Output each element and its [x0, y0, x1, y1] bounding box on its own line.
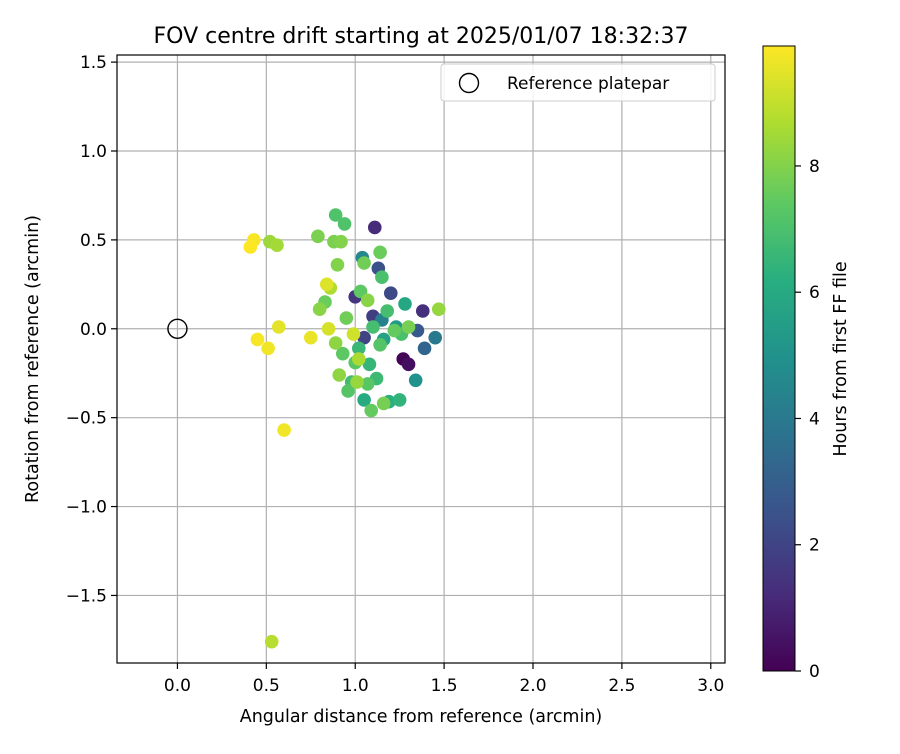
data-point — [271, 320, 286, 334]
reference-marker — [167, 318, 188, 339]
data-point — [330, 257, 345, 272]
data-point — [383, 286, 398, 301]
colorbar-gradient — [762, 45, 796, 672]
data-point — [373, 245, 387, 260]
data-point — [360, 293, 375, 308]
data-point — [398, 297, 412, 311]
data-point — [373, 337, 387, 352]
data-point — [328, 336, 343, 350]
data-point — [408, 373, 423, 388]
data-point — [357, 393, 371, 407]
x-tick-label: 3.0 — [697, 676, 724, 696]
y-tick-label: 1.0 — [80, 142, 107, 162]
data-point — [277, 423, 291, 437]
data-point — [376, 396, 391, 411]
y-tick-label: 0.5 — [80, 231, 107, 251]
y-axis-label: Rotation from reference (arcmin) — [23, 215, 43, 503]
plot-frame — [116, 54, 726, 664]
colorbar-tick-label: 0 — [809, 662, 820, 682]
data-point — [335, 346, 350, 361]
x-tick-label: 1.5 — [431, 676, 458, 696]
y-tick-label: 0.0 — [80, 320, 107, 340]
data-point — [270, 238, 284, 253]
data-point — [401, 357, 416, 372]
x-axis-label: Angular distance from reference (arcmin) — [240, 707, 603, 727]
x-tick-label: 0.0 — [164, 676, 191, 696]
data-point — [341, 384, 355, 398]
y-tick-label: −1.0 — [66, 498, 107, 518]
data-point — [350, 375, 364, 389]
data-point — [243, 240, 258, 254]
data-point — [351, 352, 366, 366]
data-points — [243, 208, 446, 649]
data-point — [387, 323, 402, 338]
grid-lines — [117, 55, 725, 663]
data-point — [319, 277, 334, 292]
data-point — [303, 330, 318, 345]
data-point — [250, 332, 265, 347]
legend: Reference platepar — [440, 63, 716, 102]
data-point — [328, 208, 343, 222]
colorbar-ticks: 0 2 4 6 8 — [795, 157, 820, 682]
y-tick-label: 1.5 — [80, 53, 107, 73]
y-tick-label: −0.5 — [66, 409, 107, 429]
legend-reference-marker — [458, 72, 480, 94]
x-tick-label: 2.5 — [608, 676, 635, 696]
colorbar-label: Hours from first FF file — [831, 261, 851, 456]
data-point — [367, 220, 382, 235]
data-point — [364, 403, 379, 418]
x-tick-label: 1.0 — [342, 676, 369, 696]
data-point — [392, 393, 407, 407]
reference-point — [167, 318, 188, 339]
data-point — [360, 377, 375, 391]
colorbar: 0 2 4 6 8 Hours from first FF file — [762, 45, 851, 682]
data-point — [351, 341, 366, 356]
legend-box — [440, 63, 716, 102]
data-point — [362, 357, 377, 372]
data-point — [337, 217, 352, 231]
y-tick-label: −1.5 — [66, 586, 107, 606]
data-point — [401, 320, 416, 334]
data-point — [380, 304, 395, 318]
colorbar-tick-label: 8 — [809, 157, 820, 177]
data-point — [332, 368, 347, 382]
data-point — [431, 302, 446, 317]
data-point — [312, 302, 327, 317]
x-tick-label: 0.5 — [253, 676, 280, 696]
x-tick-label: 2.0 — [519, 676, 546, 696]
data-point — [428, 330, 443, 345]
data-point — [264, 634, 279, 649]
data-point — [357, 330, 371, 345]
data-point — [357, 256, 371, 270]
colorbar-tick-label: 2 — [809, 536, 820, 556]
data-point — [417, 341, 432, 356]
data-point — [366, 320, 380, 334]
data-point — [261, 341, 275, 356]
data-point — [321, 321, 336, 336]
data-point — [375, 270, 389, 285]
data-point — [415, 304, 430, 318]
x-axis-ticks: 0.0 0.5 1.0 1.5 2.0 2.5 3.0 — [164, 663, 724, 696]
y-axis-ticks: 1.5 1.0 0.5 0.0 −0.5 −1.0 −1.5 — [66, 53, 117, 606]
colorbar-tick-label: 6 — [809, 283, 820, 303]
data-point — [311, 229, 325, 244]
data-point — [346, 327, 361, 341]
colorbar-tick-label: 4 — [809, 409, 820, 429]
data-point — [339, 311, 354, 325]
data-point — [334, 234, 348, 249]
chart-title: FOV centre drift starting at 2025/01/07 … — [154, 24, 689, 49]
legend-label: Reference platepar — [507, 74, 669, 94]
